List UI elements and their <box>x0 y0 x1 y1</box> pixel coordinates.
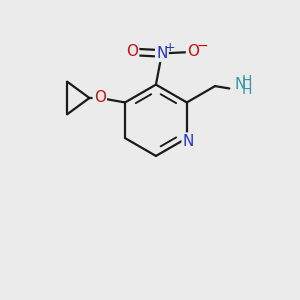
Text: N: N <box>156 46 168 61</box>
Text: H: H <box>242 83 252 97</box>
Text: N: N <box>183 134 194 148</box>
Text: −: − <box>196 39 208 53</box>
Text: +: + <box>165 41 175 54</box>
Text: O: O <box>94 91 106 106</box>
Text: H: H <box>242 74 252 88</box>
Text: O: O <box>126 44 138 59</box>
Text: O: O <box>187 44 199 59</box>
Text: N: N <box>235 77 246 92</box>
